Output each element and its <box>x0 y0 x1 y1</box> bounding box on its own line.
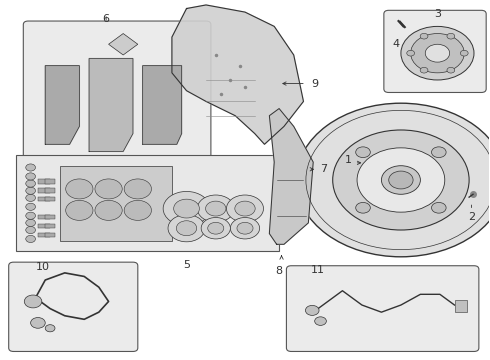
Circle shape <box>420 67 428 73</box>
Circle shape <box>407 50 415 56</box>
Bar <box>38 188 50 193</box>
Bar <box>38 179 50 184</box>
Text: 10: 10 <box>36 262 50 272</box>
Text: 7: 7 <box>320 164 328 174</box>
Circle shape <box>197 195 234 222</box>
Bar <box>38 215 50 219</box>
Circle shape <box>206 201 226 216</box>
Circle shape <box>460 50 468 56</box>
FancyBboxPatch shape <box>287 266 479 351</box>
Circle shape <box>24 295 42 308</box>
Circle shape <box>208 222 224 234</box>
Polygon shape <box>89 59 133 152</box>
FancyBboxPatch shape <box>384 10 486 93</box>
Circle shape <box>66 201 93 220</box>
Text: 5: 5 <box>183 260 190 270</box>
Circle shape <box>30 318 45 328</box>
Circle shape <box>95 201 122 220</box>
Bar <box>45 215 55 219</box>
Circle shape <box>315 317 326 325</box>
Circle shape <box>124 201 151 220</box>
Bar <box>38 233 50 237</box>
Circle shape <box>447 67 455 73</box>
Circle shape <box>420 33 428 39</box>
Polygon shape <box>60 166 172 241</box>
Circle shape <box>26 173 35 180</box>
Circle shape <box>173 199 199 218</box>
Polygon shape <box>143 66 182 144</box>
Circle shape <box>26 212 35 219</box>
Bar <box>38 197 50 202</box>
Circle shape <box>411 33 464 73</box>
Circle shape <box>401 26 474 80</box>
Circle shape <box>356 147 370 158</box>
FancyBboxPatch shape <box>9 262 138 351</box>
Text: 8: 8 <box>275 266 283 276</box>
Circle shape <box>230 217 260 239</box>
FancyBboxPatch shape <box>24 21 211 171</box>
Circle shape <box>95 179 122 199</box>
Polygon shape <box>172 5 303 144</box>
Circle shape <box>432 147 446 158</box>
Text: 6: 6 <box>102 14 110 24</box>
Circle shape <box>381 166 420 194</box>
Circle shape <box>176 221 196 236</box>
Circle shape <box>26 194 35 202</box>
Circle shape <box>237 222 253 234</box>
Text: 3: 3 <box>434 9 441 19</box>
Polygon shape <box>109 33 138 55</box>
Circle shape <box>45 325 55 332</box>
Bar <box>45 197 55 202</box>
Circle shape <box>201 217 230 239</box>
Polygon shape <box>45 66 79 144</box>
Bar <box>45 188 55 193</box>
Bar <box>45 233 55 237</box>
Circle shape <box>432 202 446 213</box>
Text: 2: 2 <box>468 212 475 222</box>
Circle shape <box>296 103 490 257</box>
Circle shape <box>26 187 35 194</box>
Circle shape <box>26 164 35 171</box>
Circle shape <box>26 203 35 210</box>
Circle shape <box>26 219 35 226</box>
Text: 4: 4 <box>393 39 400 49</box>
Circle shape <box>389 171 413 189</box>
Circle shape <box>305 305 319 315</box>
Polygon shape <box>16 155 279 251</box>
Circle shape <box>447 33 455 39</box>
Text: 9: 9 <box>311 78 318 89</box>
Circle shape <box>26 226 35 234</box>
Circle shape <box>26 235 35 243</box>
Circle shape <box>124 179 151 199</box>
Circle shape <box>356 202 370 213</box>
Text: 1: 1 <box>345 156 352 165</box>
Bar <box>45 224 55 228</box>
Circle shape <box>425 44 450 62</box>
Circle shape <box>333 130 469 230</box>
Circle shape <box>226 195 264 222</box>
Circle shape <box>66 179 93 199</box>
Circle shape <box>235 201 255 216</box>
Circle shape <box>357 148 445 212</box>
Bar <box>45 179 55 184</box>
Circle shape <box>26 180 35 187</box>
Text: 11: 11 <box>311 265 325 275</box>
Circle shape <box>163 192 210 226</box>
Polygon shape <box>270 109 313 244</box>
Circle shape <box>168 215 205 242</box>
Bar <box>38 224 50 228</box>
Bar <box>455 300 466 312</box>
